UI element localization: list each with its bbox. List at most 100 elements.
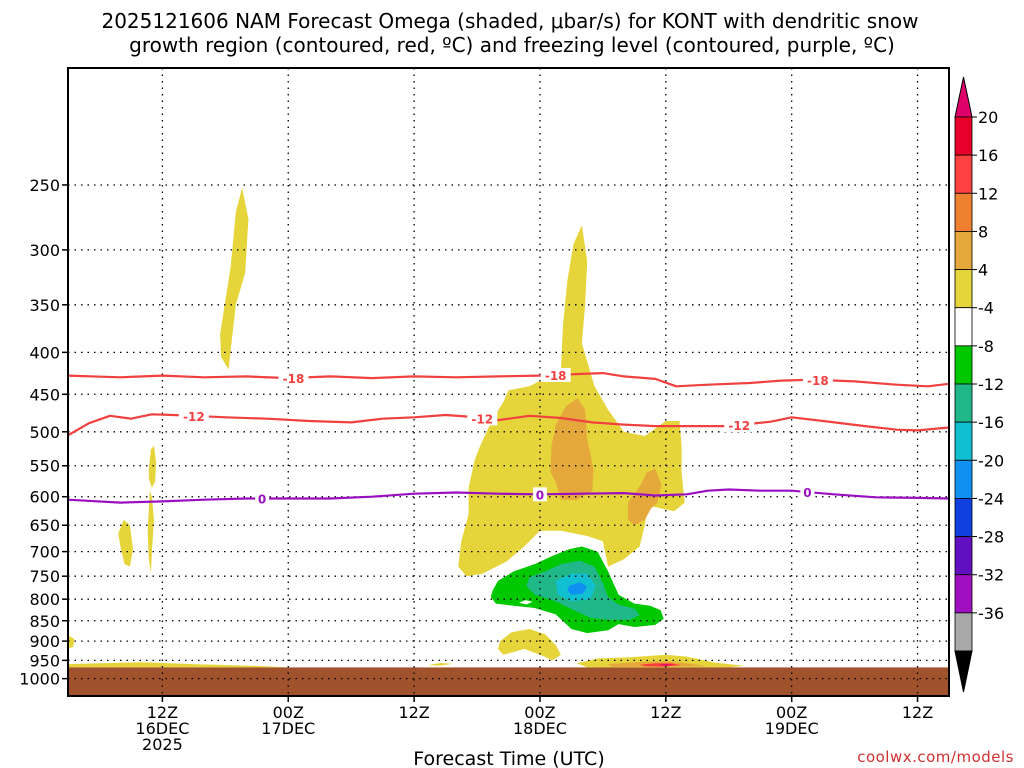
credit-text: coolwx.com/models [857, 748, 1014, 766]
colorbar-swatch [954, 192, 973, 232]
freezing-level-0-label-bg [255, 491, 270, 506]
colorbar-swatch [954, 345, 973, 385]
colorbar-label: -8 [978, 337, 994, 356]
x-tick-label: 00Z [524, 703, 555, 722]
omega-pos-core-1 [550, 398, 594, 500]
colorbar-swatch [954, 383, 973, 423]
dgz-minus-18-label: -18 [545, 369, 567, 383]
y-tick-label: 650 [29, 516, 60, 535]
y-tick-label: 700 [29, 543, 60, 562]
colorbar-swatch [954, 421, 973, 461]
y-tick-label: 450 [29, 385, 60, 404]
colorbar-swatch [954, 269, 973, 309]
dgz-minus-12-label: -12 [728, 419, 750, 433]
dgz-minus-18-label-bg [278, 370, 309, 385]
colorbar-swatch [954, 459, 973, 499]
dgz-minus-12-label-bg [467, 411, 498, 426]
omega-pos-left-column-b [147, 490, 154, 574]
omega-pos-left-column-a [148, 445, 157, 488]
omega-pos-speck [427, 663, 453, 666]
x-axis-label: Forecast Time (UTC) [413, 748, 604, 768]
chart-title: 2025121606 NAM Forecast Omega (shaded, μ… [101, 9, 918, 57]
y-tick-label: 800 [29, 590, 60, 609]
x-tick-label: 19DEC [765, 719, 819, 738]
colorbar-swatch [954, 536, 973, 576]
colorbar-label: 4 [978, 261, 988, 280]
dgz-minus-18-label-bg [540, 367, 571, 382]
dgz-minus-18-label: -18 [807, 374, 829, 388]
freezing-level-0-label: 0 [258, 493, 266, 507]
colorbar-label: 20 [978, 108, 998, 127]
y-tick-label: 400 [29, 343, 60, 362]
colorbar-swatch [954, 231, 973, 270]
colorbar-label: -24 [978, 489, 1004, 508]
colorbar-swatch [954, 307, 973, 347]
colorbar-label: -4 [978, 299, 994, 318]
dgz-minus-12-label: -12 [471, 412, 493, 426]
colorbar-label: -20 [978, 451, 1004, 470]
omega-pos-bottom-right-max [657, 664, 675, 666]
freezing-level-0-line [68, 488, 949, 504]
x-tick-label: 00Z [273, 703, 304, 722]
colorbar: 20 16 12 8 4 -4 -8 -12 -16 -20 -24 -28 -32 -36 [954, 76, 1004, 693]
y-tick-label: 600 [29, 488, 60, 507]
x-tick-label: 16DEC [135, 719, 189, 738]
freezing-level-0-label-bg [532, 487, 547, 502]
y-tick-label: 1000 [19, 670, 60, 689]
x-tick-label: 17DEC [261, 719, 315, 738]
grid-lines [68, 68, 949, 696]
omega-pos-low-blob [498, 629, 561, 661]
colorbar-swatch [954, 498, 973, 537]
temperature-contours: -18 -18 -18 -12 -12 -12 0 0 0 [68, 367, 949, 507]
y-tick-label: 550 [29, 457, 60, 476]
y-tick-label: 750 [29, 567, 60, 586]
x-tick-label: 18DEC [513, 719, 567, 738]
freezing-level-0-label: 0 [803, 486, 811, 500]
colorbar-label: -16 [978, 413, 1004, 432]
colorbar-swatch [954, 116, 973, 156]
y-tick-label: 500 [29, 423, 60, 442]
freezing-level-0-label: 0 [536, 488, 544, 502]
colorbar-label: -12 [978, 375, 1004, 394]
colorbar-label: 16 [978, 146, 998, 165]
colorbar-label: -32 [978, 566, 1004, 585]
freezing-level-0-label-bg [800, 485, 815, 500]
x-tick-label: 12Z [650, 703, 681, 722]
x-tick-label: 2025 [142, 735, 183, 754]
colorbar-label: -36 [978, 604, 1004, 623]
title-line-2: growth region (contoured, red, ºC) and f… [129, 33, 895, 57]
colorbar-swatch [954, 154, 973, 194]
omega-pos-upper-left [220, 187, 249, 370]
terrain [68, 667, 949, 696]
omega-neg-minus-16 [567, 582, 588, 595]
omega-shading [68, 187, 949, 696]
title-line-1: 2025121606 NAM Forecast Omega (shaded, μ… [101, 9, 918, 33]
dgz-minus-12-label: -12 [183, 410, 205, 424]
colorbar-swatch [954, 612, 973, 652]
dgz-minus-12-label-bg [178, 408, 209, 423]
y-tick-label: 900 [29, 632, 60, 651]
colorbar-bottom-arrow [954, 650, 973, 693]
omega-pos-main-body [458, 225, 685, 577]
colorbar-label: 12 [978, 184, 998, 203]
colorbar-label: 8 [978, 222, 988, 241]
omega-pos-left-edge [68, 635, 75, 649]
omega-pos-left-blob [118, 519, 133, 567]
y-tick-label: 950 [29, 651, 60, 670]
x-tick-label: 12Z [398, 703, 429, 722]
omega-pos-core-2 [628, 469, 662, 526]
dgz-minus-18-label: -18 [283, 372, 305, 386]
dgz-minus-18-label-bg [802, 372, 833, 387]
x-tick-label: 12Z [902, 703, 933, 722]
y-tick-label: 250 [29, 176, 60, 195]
pressure-axis: 2503003504004505005506006507007508008509… [19, 176, 68, 689]
colorbar-top-arrow [954, 76, 973, 118]
omega-pos-surface-strip [68, 662, 289, 668]
y-tick-label: 850 [29, 612, 60, 631]
y-tick-label: 350 [29, 296, 60, 315]
plot-frame [67, 67, 950, 697]
y-tick-label: 300 [29, 241, 60, 260]
colorbar-swatch [954, 574, 973, 614]
